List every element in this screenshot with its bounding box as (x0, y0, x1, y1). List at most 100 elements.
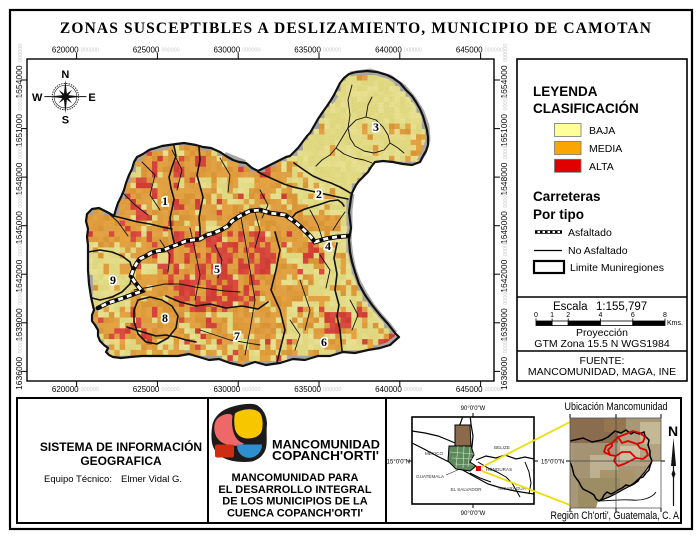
svg-text:BELIZE: BELIZE (494, 445, 510, 450)
svg-text:000000: 000000 (18, 44, 24, 62)
svg-text:1: 1 (162, 194, 168, 208)
svg-text:8: 8 (663, 312, 667, 319)
svg-text:CUENCA COPANCH'ORTI': CUENCA COPANCH'ORTI' (227, 507, 363, 519)
svg-text:000000: 000000 (503, 141, 509, 159)
svg-text:Asfaltado: Asfaltado (568, 227, 612, 239)
svg-text:6: 6 (631, 312, 635, 319)
svg-text:000000: 000000 (404, 48, 422, 54)
svg-text:625000: 625000 (133, 46, 160, 55)
svg-text:0: 0 (534, 312, 538, 319)
svg-text:2: 2 (316, 187, 322, 201)
svg-text:640000: 640000 (375, 46, 402, 55)
svg-text:MEDIA: MEDIA (589, 143, 622, 155)
svg-text:1642000: 1642000 (499, 259, 509, 292)
svg-text:MANCOMUNIDAD, MAGA, INE: MANCOMUNIDAD, MAGA, INE (528, 366, 676, 378)
svg-text:645000: 645000 (456, 385, 483, 394)
svg-text:000000: 000000 (323, 48, 341, 54)
svg-text:Elmer Vidal G.: Elmer Vidal G. (121, 474, 182, 485)
svg-text:E: E (88, 92, 95, 104)
svg-text:9: 9 (110, 273, 116, 287)
svg-text:000000: 000000 (503, 335, 509, 353)
svg-text:2: 2 (316, 187, 322, 201)
svg-text:Región Ch'orti', Guatemala, C.: Región Ch'orti', Guatemala, C. A. (551, 510, 682, 522)
svg-text:HONDURAS: HONDURAS (486, 467, 512, 472)
svg-text:000000: 000000 (18, 141, 24, 159)
svg-text:625000: 625000 (133, 385, 160, 394)
svg-text:Kms.: Kms. (667, 320, 683, 327)
svg-text:000000: 000000 (485, 48, 503, 54)
svg-text:S: S (62, 115, 69, 127)
svg-text:Limite Muniregiones: Limite Muniregiones (570, 262, 664, 274)
svg-text:GEOGRAFICA: GEOGRAFICA (80, 454, 162, 468)
svg-text:GTM Zona 15.5 N WGS1984: GTM Zona 15.5 N WGS1984 (534, 338, 670, 350)
svg-text:000000: 000000 (503, 44, 509, 62)
svg-text:000000: 000000 (503, 238, 509, 256)
svg-text:000000: 000000 (18, 189, 24, 207)
svg-text:000000: 000000 (161, 387, 179, 393)
svg-text:MANCOMUNIDAD PARA: MANCOMUNIDAD PARA (232, 472, 359, 484)
svg-text:Ubicación Mancomunidad: Ubicación Mancomunidad (565, 401, 668, 413)
svg-text:EL DESARROLLO INTEGRAL: EL DESARROLLO INTEGRAL (218, 484, 371, 496)
svg-text:COPANCH'ORTI': COPANCH'ORTI' (272, 448, 379, 463)
svg-text:000000: 000000 (242, 387, 260, 393)
svg-text:90°0'0"W: 90°0'0"W (461, 511, 486, 517)
svg-text:000000: 000000 (18, 92, 24, 110)
svg-text:000000: 000000 (503, 189, 509, 207)
svg-text:3: 3 (373, 120, 379, 134)
svg-text:Carreteras: Carreteras (533, 189, 601, 204)
svg-text:MÉXICO: MÉXICO (425, 450, 444, 456)
svg-text:1651000: 1651000 (499, 114, 509, 147)
svg-text:4: 4 (325, 239, 331, 253)
svg-text:645000: 645000 (456, 46, 483, 55)
svg-text:5: 5 (214, 262, 220, 276)
svg-text:5: 5 (214, 262, 220, 276)
svg-text:ZONAS SUSCEPTIBLES A DESLIZAMI: ZONAS SUSCEPTIBLES A DESLIZAMIENTO, MUNI… (60, 20, 652, 37)
svg-text:1:155,797: 1:155,797 (596, 301, 647, 313)
svg-text:000000: 000000 (18, 286, 24, 304)
svg-text:620000: 620000 (52, 46, 79, 55)
svg-text:640000: 640000 (375, 385, 402, 394)
svg-text:N: N (668, 423, 678, 439)
svg-text:630000: 630000 (213, 385, 240, 394)
svg-text:1636000: 1636000 (14, 357, 24, 390)
svg-text:1636000: 1636000 (499, 357, 509, 390)
svg-text:NICARAGUA: NICARAGUA (498, 486, 526, 491)
svg-text:CLASIFICACIÓN: CLASIFICACIÓN (533, 101, 639, 116)
svg-text:000000: 000000 (242, 48, 260, 54)
svg-text:9: 9 (110, 273, 116, 287)
svg-text:1645000: 1645000 (499, 211, 509, 244)
svg-text:1648000: 1648000 (499, 162, 509, 195)
svg-text:6: 6 (321, 335, 327, 349)
svg-text:8: 8 (162, 311, 168, 325)
svg-text:Equipo Técnico:: Equipo Técnico: (44, 474, 112, 485)
svg-text:No Asfaltado: No Asfaltado (568, 245, 628, 257)
svg-text:SISTEMA DE INFORMACIÓN: SISTEMA DE INFORMACIÓN (40, 439, 202, 454)
svg-text:BAJA: BAJA (589, 125, 615, 137)
svg-text:15°0'0"N: 15°0'0"N (541, 460, 564, 466)
svg-text:2: 2 (566, 312, 570, 319)
svg-text:635000: 635000 (294, 46, 321, 55)
svg-text:DE LOS MUNICIPIOS DE LA: DE LOS MUNICIPIOS DE LA (222, 496, 368, 508)
svg-text:4: 4 (599, 312, 603, 319)
svg-text:MANCOMUNIDAD: MANCOMUNIDAD (272, 440, 380, 452)
svg-text:000000: 000000 (18, 238, 24, 256)
svg-text:Proyección: Proyección (576, 327, 628, 339)
svg-text:000000: 000000 (485, 387, 503, 393)
svg-text:1645000: 1645000 (14, 211, 24, 244)
svg-text:000000: 000000 (503, 92, 509, 110)
svg-text:000000: 000000 (81, 48, 99, 54)
svg-text:4: 4 (325, 239, 331, 253)
svg-text:90°0'0"W: 90°0'0"W (461, 406, 486, 412)
svg-text:000000: 000000 (18, 335, 24, 353)
svg-text:GUATEMALA: GUATEMALA (416, 474, 445, 479)
svg-text:Escala: Escala (553, 301, 588, 313)
svg-text:000000: 000000 (323, 387, 341, 393)
svg-text:3: 3 (373, 120, 379, 134)
svg-text:1654000: 1654000 (499, 65, 509, 98)
svg-text:000000: 000000 (404, 387, 422, 393)
svg-text:1642000: 1642000 (14, 259, 24, 292)
svg-text:N: N (61, 69, 69, 81)
svg-text:8: 8 (162, 311, 168, 325)
svg-text:FUENTE:: FUENTE: (580, 355, 625, 367)
svg-text:15°0'0"N: 15°0'0"N (387, 460, 410, 466)
